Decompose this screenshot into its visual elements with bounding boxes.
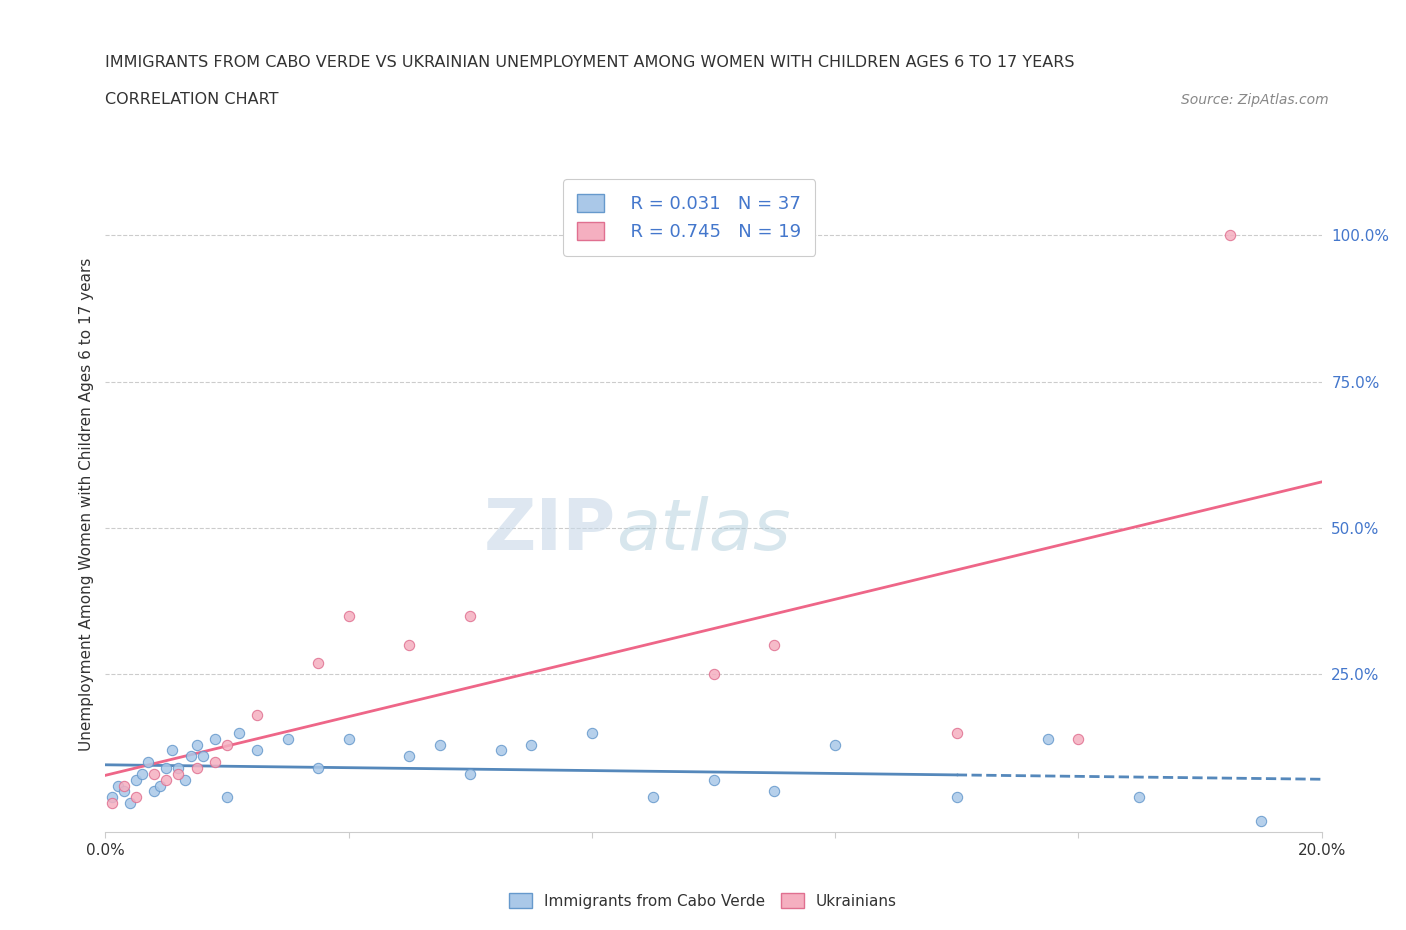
Point — [1036, 731, 1059, 746]
Y-axis label: Unemployment Among Women with Children Ages 6 to 17 years: Unemployment Among Women with Children A… — [79, 258, 94, 751]
Text: Source: ZipAtlas.com: Source: ZipAtlas.com — [1181, 93, 1329, 107]
Point — [149, 778, 172, 793]
Point — [398, 749, 420, 764]
Point — [228, 725, 250, 740]
Point — [162, 743, 184, 758]
Point — [307, 655, 329, 670]
Point — [167, 766, 190, 781]
Point — [246, 708, 269, 723]
Point — [458, 608, 481, 623]
Point — [763, 638, 786, 653]
Point — [246, 743, 269, 758]
Point — [217, 737, 239, 752]
Point — [186, 737, 208, 752]
Point — [204, 754, 226, 769]
Point — [702, 667, 725, 682]
Point — [217, 790, 239, 804]
Point — [204, 731, 226, 746]
Point — [702, 772, 725, 787]
Point — [307, 761, 329, 776]
Point — [131, 766, 153, 781]
Point — [112, 784, 135, 799]
Point — [155, 761, 177, 776]
Text: IMMIGRANTS FROM CABO VERDE VS UKRAINIAN UNEMPLOYMENT AMONG WOMEN WITH CHILDREN A: IMMIGRANTS FROM CABO VERDE VS UKRAINIAN … — [105, 55, 1076, 70]
Point — [173, 772, 195, 787]
Point — [112, 778, 135, 793]
Point — [118, 796, 141, 811]
Point — [641, 790, 664, 804]
Point — [143, 766, 166, 781]
Text: ZIP: ZIP — [484, 497, 616, 565]
Point — [398, 638, 420, 653]
Point — [1250, 813, 1272, 828]
Point — [180, 749, 202, 764]
Point — [945, 725, 967, 740]
Point — [337, 731, 360, 746]
Point — [458, 766, 481, 781]
Legend: Immigrants from Cabo Verde, Ukrainians: Immigrants from Cabo Verde, Ukrainians — [503, 886, 903, 915]
Point — [155, 772, 177, 787]
Point — [191, 749, 214, 764]
Point — [489, 743, 512, 758]
Text: CORRELATION CHART: CORRELATION CHART — [105, 92, 278, 107]
Point — [277, 731, 299, 746]
Point — [1219, 228, 1241, 243]
Point — [1067, 731, 1090, 746]
Point — [337, 608, 360, 623]
Point — [824, 737, 846, 752]
Legend:   R = 0.031   N = 37,   R = 0.745   N = 19: R = 0.031 N = 37, R = 0.745 N = 19 — [562, 179, 815, 256]
Text: atlas: atlas — [616, 497, 790, 565]
Point — [143, 784, 166, 799]
Point — [1128, 790, 1150, 804]
Point — [167, 761, 190, 776]
Point — [763, 784, 786, 799]
Point — [125, 790, 148, 804]
Point — [581, 725, 603, 740]
Point — [100, 796, 122, 811]
Point — [125, 772, 148, 787]
Point — [429, 737, 451, 752]
Point — [945, 790, 967, 804]
Point — [136, 754, 159, 769]
Point — [100, 790, 122, 804]
Point — [520, 737, 543, 752]
Point — [186, 761, 208, 776]
Point — [107, 778, 129, 793]
